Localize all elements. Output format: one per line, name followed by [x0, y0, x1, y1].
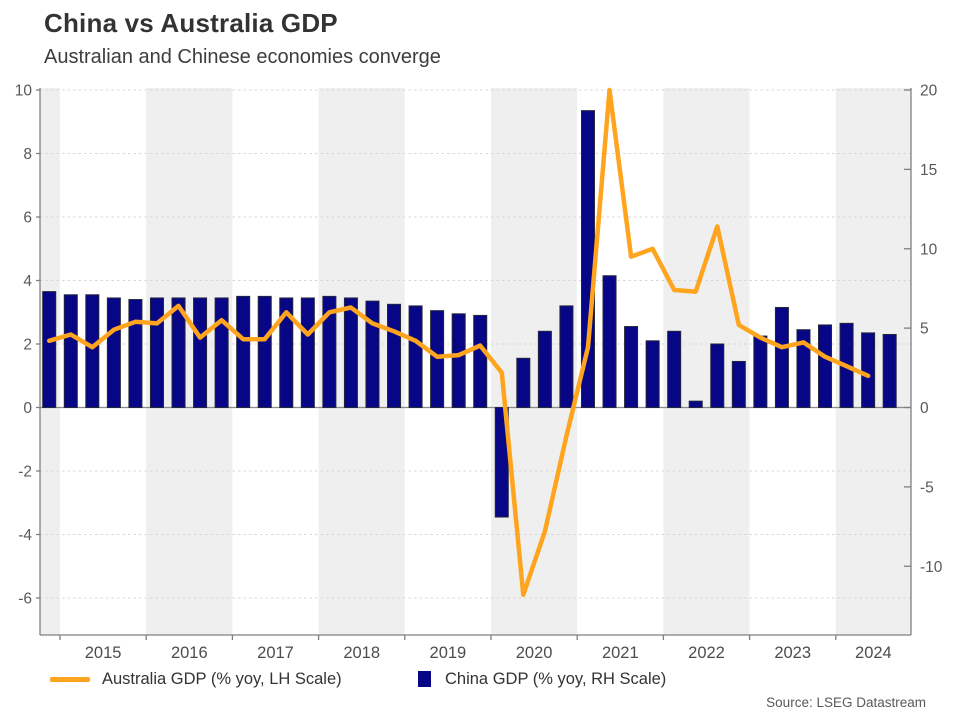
left-axis-tick-label: -6	[18, 591, 32, 608]
china-gdp-bar	[537, 330, 552, 408]
china-gdp-bar	[818, 324, 833, 409]
china-gdp-bar	[861, 332, 876, 409]
x-axis-year-label: 2024	[855, 644, 892, 662]
australia-gdp-line	[46, 87, 871, 598]
china-gdp-bar	[63, 294, 78, 409]
australia-line-swatch-icon	[50, 676, 90, 682]
left-axis-tick-label: -4	[18, 527, 32, 544]
china-gdp-bar	[645, 340, 660, 409]
right-axis-tick-label: -5	[920, 479, 934, 496]
china-gdp-bar	[731, 360, 746, 408]
right-axis-tick-label: -10	[920, 559, 943, 576]
x-axis-year-label: 2016	[171, 644, 208, 662]
china-gdp-bar	[602, 275, 617, 408]
left-axis-tick-label: 2	[23, 337, 32, 354]
china-gdp-bar	[128, 299, 143, 408]
legend-item-china: China GDP (% yoy, RH Scale)	[418, 668, 666, 690]
left-axis-tick-label: 4	[23, 273, 32, 290]
right-axis-tick-label: 5	[920, 321, 929, 338]
china-gdp-bar	[408, 305, 423, 408]
china-gdp-bar	[387, 303, 402, 408]
china-gdp-bar	[516, 357, 531, 409]
left-axis-tick-label: 0	[23, 400, 32, 417]
legend-item-australia: Australia GDP (% yoy, LH Scale)	[50, 668, 342, 690]
x-axis-year-label: 2020	[516, 644, 553, 662]
china-gdp-bar	[149, 297, 164, 408]
china-gdp-bar	[710, 343, 725, 408]
china-gdp-bar	[343, 297, 358, 408]
china-gdp-bar	[559, 305, 574, 408]
x-axis-year-label: 2015	[85, 644, 122, 662]
china-gdp-bar	[106, 297, 121, 408]
china-gdp-bar	[171, 297, 186, 408]
right-axis-tick-label: 0	[920, 400, 929, 417]
china-gdp-bar	[774, 306, 789, 408]
left-axis-tick-label: -2	[18, 464, 32, 481]
china-gdp-bar	[430, 310, 445, 409]
china-gdp-bar	[236, 295, 251, 408]
china-gdp-bar	[279, 297, 294, 408]
chart-subtitle: Australian and Chinese economies converg…	[44, 46, 441, 68]
china-gdp-bar	[688, 400, 703, 408]
x-axis-year-label: 2019	[430, 644, 467, 662]
right-axis-tick-label: 15	[920, 162, 937, 179]
legend-label-china: China GDP (% yoy, RH Scale)	[445, 669, 667, 688]
china-gdp-bar	[667, 330, 682, 408]
china-gdp-bar	[796, 329, 811, 408]
china-gdp-bar	[753, 335, 768, 408]
x-axis-year-label: 2023	[774, 644, 811, 662]
x-axis-year-label: 2018	[343, 644, 380, 662]
china-gdp-bar	[193, 297, 208, 408]
legend-label-australia: Australia GDP (% yoy, LH Scale)	[102, 669, 342, 688]
right-axis-tick-label: 20	[920, 83, 938, 100]
china-gdp-bar	[257, 295, 272, 408]
china-gdp-bar	[882, 333, 897, 409]
china-gdp-bar	[322, 295, 337, 408]
left-axis-tick-label: 8	[23, 146, 32, 163]
china-gdp-bar	[473, 314, 488, 408]
china-bar-swatch-icon	[418, 671, 431, 687]
china-gdp-bar	[300, 297, 315, 408]
china-gdp-bar	[42, 291, 57, 408]
source-note: Source: LSEG Datastream	[766, 695, 926, 710]
x-axis-year-label: 2022	[688, 644, 725, 662]
left-axis-tick-label: 6	[23, 210, 32, 227]
china-gdp-bar	[85, 294, 100, 409]
x-axis-year-label: 2017	[257, 644, 294, 662]
chart-title: China vs Australia GDP	[44, 8, 338, 38]
china-gdp-bar	[624, 326, 639, 409]
right-axis-tick-label: 10	[920, 241, 938, 258]
china-gdp-bar	[214, 297, 229, 408]
left-axis-tick-label: 10	[15, 83, 33, 100]
x-axis-year-label: 2021	[602, 644, 639, 662]
china-gdp-bar	[451, 313, 466, 408]
china-gdp-bar	[365, 300, 380, 409]
